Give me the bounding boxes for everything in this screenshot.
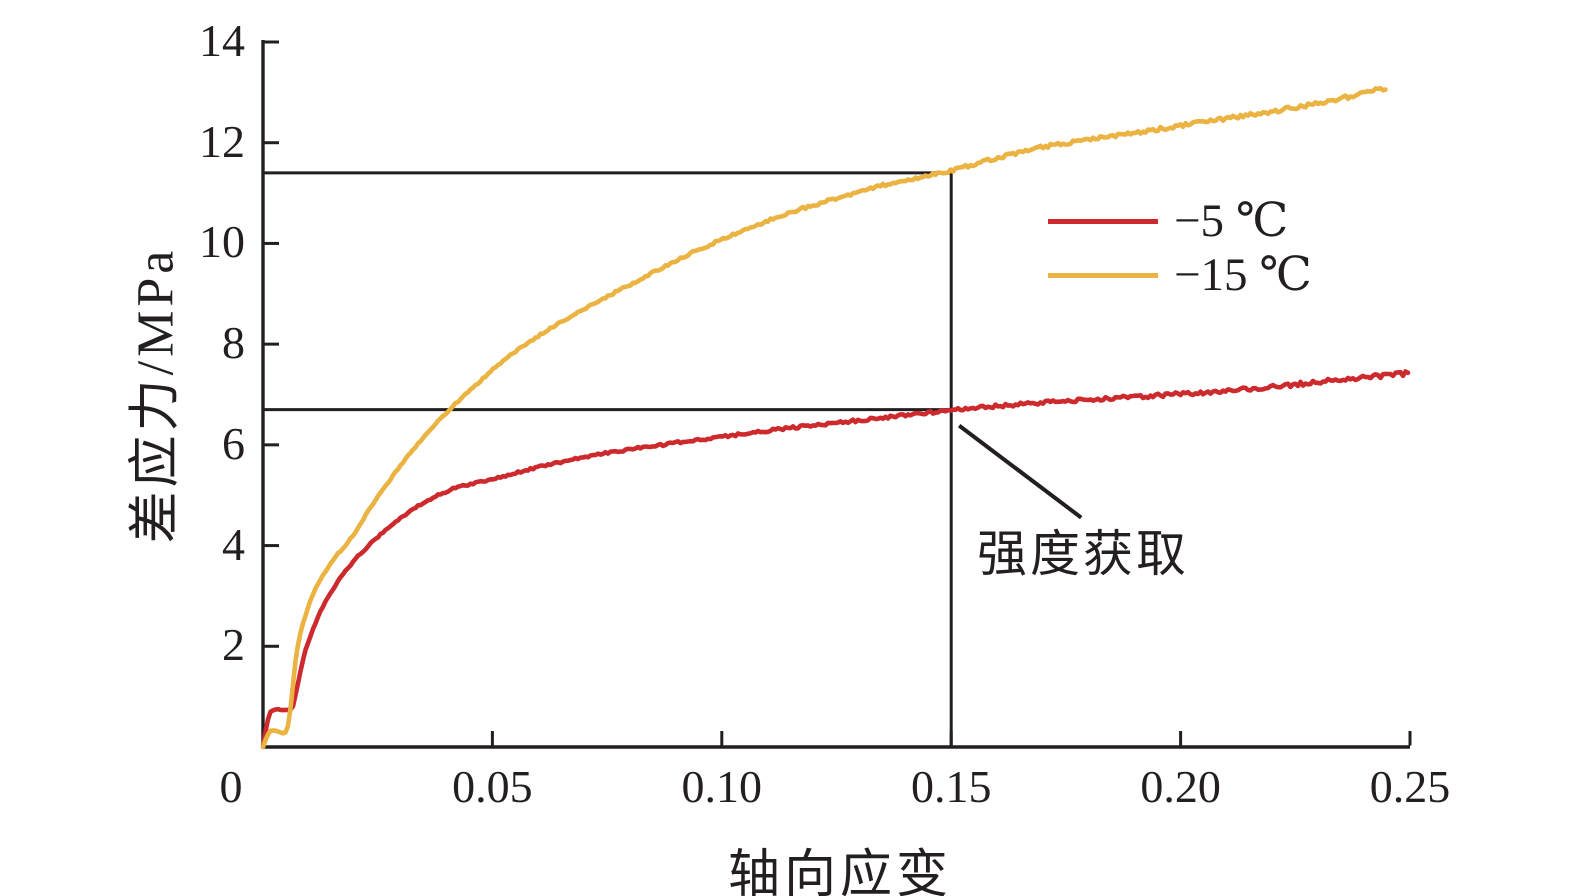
x-tick-label: 0.10: [681, 761, 763, 812]
y-tick-label: 14: [199, 15, 245, 66]
y-tick-label: 10: [199, 216, 245, 268]
x-tick-label: 0.25: [1369, 761, 1451, 812]
y-tick-label: 12: [199, 115, 245, 167]
legend-label-minus5: −5 ℃: [1174, 195, 1289, 247]
curve-minus15: [260, 85, 1388, 750]
x-tick-label: 0.05: [452, 761, 533, 812]
legend-label-minus15: −15 ℃: [1174, 249, 1312, 301]
y-tick-label: 4: [222, 518, 245, 570]
strength-annotation-label: 强度获取: [977, 526, 1189, 582]
y-tick-label: 2: [222, 619, 245, 671]
legend-item-minus5: −5 ℃: [1048, 195, 1312, 247]
y-tick-label: 8: [222, 317, 245, 369]
x-axis-label: 轴向应变: [727, 847, 953, 896]
x-tick-label: 0.20: [1140, 761, 1221, 812]
legend: −5 ℃ −15 ℃: [1048, 195, 1312, 301]
annotation-leader-line: [957, 424, 1083, 520]
x-tick-label: 0.15: [910, 761, 992, 812]
x-tick-label: 0: [219, 761, 243, 812]
curve-minus5: [260, 369, 1411, 750]
y-tick-label: 6: [222, 417, 245, 469]
legend-line-minus15-icon: [1048, 273, 1158, 278]
legend-line-minus5-icon: [1048, 219, 1158, 224]
y-axis-label: 差应力/MPa: [127, 246, 185, 544]
legend-item-minus15: −15 ℃: [1048, 249, 1312, 301]
